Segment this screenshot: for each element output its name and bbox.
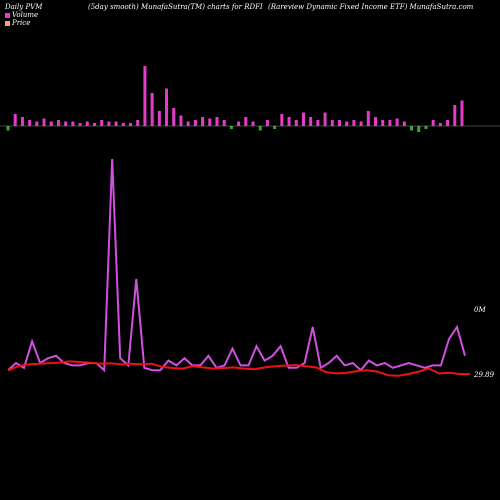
volume-bar: [273, 126, 277, 129]
volume-bar: [100, 120, 104, 126]
volume-bar: [431, 120, 435, 126]
volume-bar: [121, 123, 125, 126]
legend-volume-label: Volume: [12, 11, 39, 19]
volume-bar: [395, 118, 399, 126]
price-label: 29.89: [473, 371, 495, 379]
volume-bar: [294, 120, 298, 126]
legend-price: Price: [5, 19, 30, 27]
chart-title-right: (Rareview Dynamic Fixed Income ETF) Muna…: [268, 3, 474, 11]
volume-bar: [345, 121, 349, 126]
volume-bar: [237, 121, 241, 126]
legend-price-label: Price: [12, 19, 31, 27]
volume-bar: [359, 121, 363, 126]
volume-bar: [20, 117, 24, 126]
volume-bar: [179, 115, 183, 126]
legend-volume: Volume: [5, 11, 38, 19]
volume-bar: [417, 126, 421, 132]
volume-bar: [374, 117, 378, 126]
price-line: [7, 360, 470, 377]
volume-bar: [251, 121, 255, 126]
volume-bar: [78, 123, 82, 126]
chart-title-middle: (5day smooth) MunafaSutra(TM) charts for…: [88, 3, 263, 11]
volume-bar: [172, 108, 176, 126]
volume-bar: [165, 88, 169, 126]
volume-bar: [92, 123, 96, 126]
volume-bar: [201, 117, 205, 126]
volume-bar: [222, 120, 226, 126]
volume-bar: [49, 121, 53, 126]
volume-bar: [64, 121, 68, 126]
volume-bar: [6, 126, 10, 131]
volume-bar: [42, 118, 46, 126]
volume-bar: [107, 121, 111, 126]
volume-bar: [402, 121, 406, 126]
volume-line: [7, 158, 466, 373]
volume-bar: [186, 121, 190, 126]
volume-bar: [71, 121, 75, 126]
volume-bar: [352, 120, 356, 126]
volume-bar: [424, 126, 428, 129]
volume-bar: [446, 120, 450, 126]
volume-bar: [316, 120, 320, 126]
volume-bar: [323, 112, 327, 126]
volume-bar: [309, 117, 313, 126]
volume-bar: [157, 111, 161, 126]
volume-bar: [330, 120, 334, 126]
volume-bar: [150, 93, 154, 126]
volume-bar: [265, 120, 269, 126]
chart-title-left: Daily PVM: [5, 3, 43, 11]
volume-bars: [6, 66, 464, 132]
volume-bar: [388, 120, 392, 126]
volume-scale-label: 0M: [474, 306, 486, 314]
volume-bar: [114, 121, 118, 126]
volume-bar: [136, 120, 140, 126]
volume-bar: [229, 126, 233, 129]
volume-bar: [244, 117, 248, 126]
volume-bar: [280, 114, 284, 126]
volume-bar: [410, 126, 414, 131]
volume-bar: [381, 120, 385, 126]
volume-bar: [143, 66, 147, 126]
volume-bar: [438, 123, 442, 126]
volume-bar: [193, 120, 197, 126]
volume-bar: [85, 121, 89, 126]
volume-bar: [13, 114, 17, 126]
volume-bar: [337, 120, 341, 126]
volume-bar: [35, 121, 39, 126]
legend-volume-swatch: [5, 12, 10, 18]
volume-bar: [208, 118, 212, 126]
volume-bar: [56, 120, 60, 126]
legend-price-swatch: [5, 20, 10, 26]
volume-bar: [460, 100, 464, 126]
volume-bar: [215, 117, 219, 126]
volume-bar: [301, 112, 305, 126]
volume-bar: [287, 117, 291, 126]
volume-bar: [453, 105, 457, 126]
volume-bar: [258, 126, 262, 131]
volume-bar: [129, 123, 133, 126]
volume-bar: [28, 120, 32, 126]
volume-bar: [366, 111, 370, 126]
